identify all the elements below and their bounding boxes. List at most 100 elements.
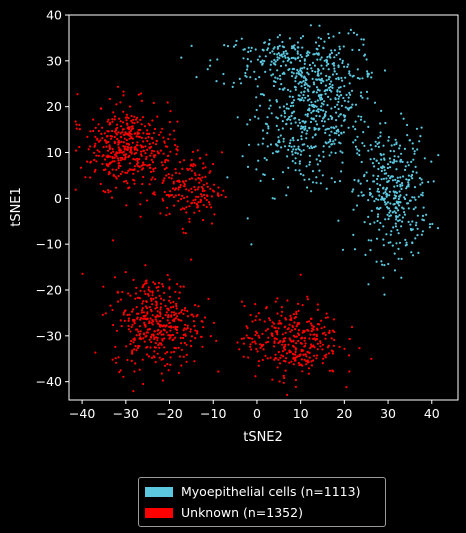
point-myoepithelial [306, 71, 309, 74]
point-unknown [152, 355, 155, 358]
point-myoepithelial [385, 195, 388, 198]
point-unknown [326, 316, 329, 319]
point-unknown [160, 372, 163, 375]
point-unknown [115, 177, 118, 180]
point-myoepithelial [399, 160, 402, 163]
point-myoepithelial [383, 264, 386, 267]
point-myoepithelial [314, 70, 317, 73]
point-myoepithelial [393, 185, 396, 188]
point-myoepithelial [386, 180, 389, 183]
point-myoepithelial [395, 215, 398, 218]
point-myoepithelial [370, 76, 373, 79]
point-myoepithelial [341, 59, 344, 63]
point-myoepithelial [384, 191, 387, 194]
point-myoepithelial [333, 105, 337, 109]
point-myoepithelial [285, 103, 288, 106]
point-unknown [182, 355, 185, 358]
point-unknown [266, 328, 269, 331]
point-unknown [112, 174, 115, 177]
point-myoepithelial [301, 35, 305, 38]
point-unknown [306, 329, 309, 332]
point-unknown [117, 139, 120, 142]
point-unknown [78, 128, 81, 131]
point-unknown [126, 122, 129, 125]
point-myoepithelial [306, 99, 309, 102]
point-unknown [330, 349, 333, 352]
point-myoepithelial [354, 120, 357, 123]
point-unknown [112, 111, 115, 114]
point-unknown [320, 327, 323, 330]
point-unknown [127, 128, 130, 131]
point-myoepithelial [400, 225, 403, 228]
point-unknown [92, 129, 95, 133]
point-unknown [158, 331, 161, 334]
point-unknown [171, 174, 174, 177]
point-myoepithelial [384, 188, 387, 191]
point-myoepithelial [282, 52, 285, 55]
point-myoepithelial [409, 223, 412, 226]
point-unknown [183, 309, 186, 312]
point-unknown [108, 155, 111, 158]
point-myoepithelial [387, 174, 390, 177]
point-myoepithelial [331, 116, 334, 119]
point-unknown [271, 378, 274, 381]
x-tick-label: 10 [293, 406, 309, 421]
point-myoepithelial [378, 194, 381, 197]
point-unknown [203, 189, 206, 192]
point-myoepithelial [332, 35, 335, 38]
point-unknown [147, 132, 150, 135]
point-unknown [159, 131, 162, 134]
point-unknown [149, 335, 153, 338]
point-myoepithelial [407, 220, 410, 223]
point-unknown [164, 161, 167, 164]
point-myoepithelial [395, 141, 398, 144]
point-unknown [293, 359, 297, 362]
point-unknown [188, 178, 191, 181]
point-myoepithelial [329, 115, 332, 118]
point-unknown [104, 191, 107, 194]
point-myoepithelial [398, 219, 401, 222]
point-unknown [370, 357, 373, 360]
point-unknown [216, 192, 220, 195]
point-myoepithelial [314, 145, 317, 148]
point-unknown [143, 290, 146, 293]
point-myoepithelial [322, 150, 325, 153]
point-unknown [196, 149, 199, 152]
point-myoepithelial [344, 106, 347, 109]
point-myoepithelial [263, 60, 266, 63]
point-unknown [119, 369, 122, 372]
point-unknown [141, 286, 144, 289]
point-unknown [333, 338, 336, 341]
point-unknown [331, 329, 335, 332]
point-myoepithelial [307, 54, 310, 57]
point-myoepithelial [398, 241, 402, 244]
point-myoepithelial [269, 51, 272, 54]
x-tick-label: −40 [69, 406, 95, 421]
point-unknown [140, 123, 143, 126]
point-myoepithelial [324, 131, 327, 134]
point-myoepithelial [350, 89, 354, 92]
point-myoepithelial [311, 136, 314, 139]
point-unknown [188, 217, 191, 220]
point-unknown [136, 116, 139, 119]
point-unknown [172, 182, 175, 185]
point-unknown [127, 117, 130, 120]
point-myoepithelial [341, 161, 344, 164]
point-myoepithelial [283, 72, 286, 75]
point-unknown [284, 318, 287, 321]
point-myoepithelial [340, 104, 343, 107]
point-myoepithelial [345, 93, 348, 96]
point-unknown [288, 323, 291, 326]
point-unknown [132, 172, 135, 175]
point-unknown [208, 203, 211, 206]
point-unknown [133, 322, 136, 325]
point-myoepithelial [316, 48, 319, 51]
point-unknown [172, 338, 175, 341]
point-unknown [134, 132, 137, 135]
point-myoepithelial [253, 115, 257, 118]
point-unknown [185, 353, 188, 356]
point-myoepithelial [315, 123, 319, 126]
point-unknown [257, 334, 260, 337]
point-myoepithelial [369, 249, 372, 252]
point-myoepithelial [270, 60, 273, 63]
